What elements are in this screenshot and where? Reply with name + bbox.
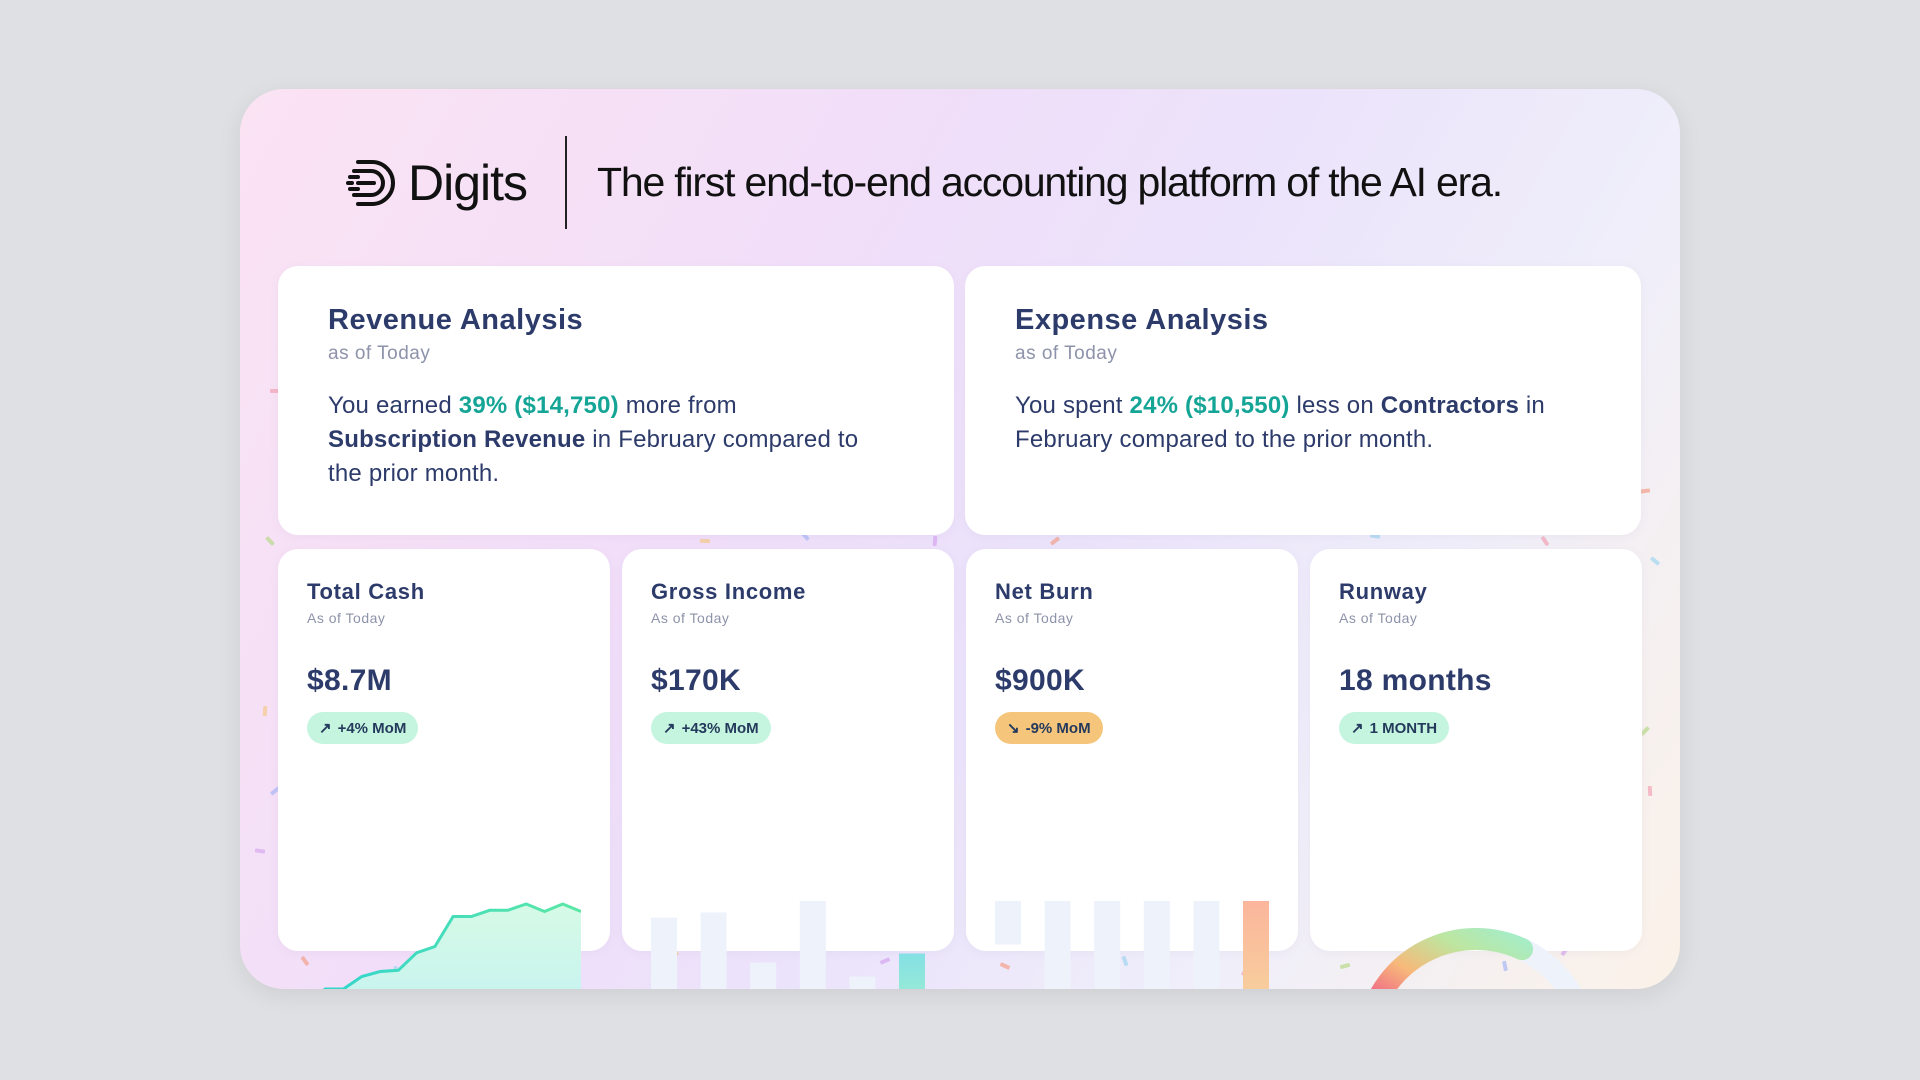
text: less on bbox=[1289, 392, 1381, 419]
confetti-piece bbox=[1639, 488, 1651, 494]
highlight: 39% ($14,750) bbox=[458, 392, 619, 419]
bar bbox=[899, 953, 925, 989]
bar bbox=[995, 901, 1021, 945]
metric-title: Gross Income bbox=[651, 579, 807, 604]
metric-title: Runway bbox=[1339, 579, 1428, 604]
trend-badge: ↘ -9% MoM bbox=[995, 712, 1103, 744]
card-subtitle: as of Today bbox=[328, 343, 431, 364]
text: You earned bbox=[328, 392, 459, 419]
bar bbox=[849, 976, 876, 989]
metric-chart bbox=[1370, 928, 1582, 989]
metric-card-net-burn: Net Burn As of Today $900K ↘ -9% MoM bbox=[966, 549, 1298, 989]
metric-title: Total Cash bbox=[307, 579, 425, 604]
category: Contractors bbox=[1380, 392, 1520, 419]
header: Digits The first end-to-end accounting p… bbox=[344, 136, 1503, 229]
metric-card-gross-income: Gross Income As of Today $170K ↗ +43% MoM bbox=[622, 549, 954, 989]
bar bbox=[750, 962, 777, 989]
text: You spent bbox=[1015, 392, 1130, 419]
trend-up-arrow-icon: ↗ bbox=[319, 720, 332, 737]
trend-badge: ↗ 1 MONTH bbox=[1339, 712, 1450, 744]
metric-value: 18 months bbox=[1339, 664, 1492, 697]
text: more from bbox=[618, 392, 737, 419]
metric-chart bbox=[322, 902, 581, 989]
revenue-insight: You earned 39% ($14,750) more from Subsc… bbox=[328, 389, 868, 491]
metric-subtitle: As of Today bbox=[1339, 610, 1418, 626]
trend-badge: ↗ +4% MoM bbox=[307, 712, 419, 744]
area-line bbox=[322, 902, 581, 989]
trend-up-arrow-icon: ↗ bbox=[663, 720, 676, 737]
confetti-piece bbox=[262, 705, 268, 717]
bar bbox=[799, 901, 826, 989]
trend-up-arrow-icon: ↗ bbox=[1351, 720, 1364, 737]
trend-badge: ↗ +43% MoM bbox=[651, 712, 771, 744]
text: in February compared to the prior month. bbox=[328, 426, 859, 487]
metric-value: $8.7M bbox=[307, 664, 392, 697]
tagline: The first end-to-end accounting platform… bbox=[597, 159, 1503, 205]
bar bbox=[1193, 901, 1220, 989]
confetti-piece bbox=[1649, 556, 1661, 566]
revenue-analysis-card: Revenue Analysis as of Today You earned … bbox=[278, 266, 954, 535]
digits-logo-icon bbox=[346, 159, 395, 206]
gauge-fill bbox=[1370, 928, 1534, 989]
badge-label: 1 MONTH bbox=[1369, 719, 1438, 737]
metric-chart bbox=[995, 901, 1269, 989]
metric-card-total-cash: Total Cash As of Today $8.7M ↗ +4% MoM bbox=[278, 549, 610, 989]
metric-card-runway: Runway As of Today 18 months ↗ 1 MONTH bbox=[1310, 549, 1642, 989]
metric-title: Net Burn bbox=[995, 579, 1094, 604]
metric-subtitle: As of Today bbox=[651, 610, 730, 626]
confetti-piece bbox=[699, 538, 711, 544]
area-fill bbox=[325, 904, 581, 989]
expense-insight: You spent 24% ($10,550) less on Contract… bbox=[1015, 389, 1575, 457]
header-divider bbox=[565, 136, 568, 229]
bar bbox=[1094, 901, 1121, 989]
card-subtitle: as of Today bbox=[1015, 343, 1118, 364]
card-title: Expense Analysis bbox=[1015, 304, 1269, 336]
confetti-piece bbox=[254, 848, 266, 854]
metric-subtitle: As of Today bbox=[307, 610, 386, 626]
confetti-piece bbox=[265, 535, 275, 547]
confetti-piece bbox=[1049, 536, 1061, 546]
confetti-piece bbox=[1540, 535, 1550, 547]
metric-subtitle: As of Today bbox=[995, 610, 1074, 626]
highlight: 24% ($10,550) bbox=[1129, 392, 1290, 419]
text: in February compared to the prior month. bbox=[1015, 392, 1545, 453]
confetti-piece bbox=[270, 389, 280, 393]
trend-down-arrow-icon: ↘ bbox=[1007, 720, 1020, 737]
bar bbox=[1143, 901, 1170, 989]
metric-value: $170K bbox=[651, 664, 741, 697]
badge-label: +43% MoM bbox=[681, 719, 759, 737]
bar bbox=[1044, 901, 1071, 989]
confetti-piece bbox=[932, 535, 938, 547]
bar bbox=[1243, 901, 1269, 989]
card-title: Revenue Analysis bbox=[328, 304, 584, 336]
badge-label: -9% MoM bbox=[1025, 719, 1091, 737]
digits-logo: Digits bbox=[344, 154, 528, 212]
category: Subscription Revenue bbox=[328, 426, 586, 453]
promo-frame: Digits The first end-to-end accounting p… bbox=[240, 89, 1680, 989]
expense-analysis-card: Expense Analysis as of Today You spent 2… bbox=[965, 266, 1641, 535]
confetti-piece bbox=[1647, 785, 1653, 797]
brand-name: Digits bbox=[408, 154, 528, 211]
badge-label: +4% MoM bbox=[337, 719, 407, 737]
metric-value: $900K bbox=[995, 664, 1085, 697]
bar bbox=[651, 917, 677, 989]
bar bbox=[700, 912, 727, 989]
metric-chart bbox=[651, 901, 925, 989]
